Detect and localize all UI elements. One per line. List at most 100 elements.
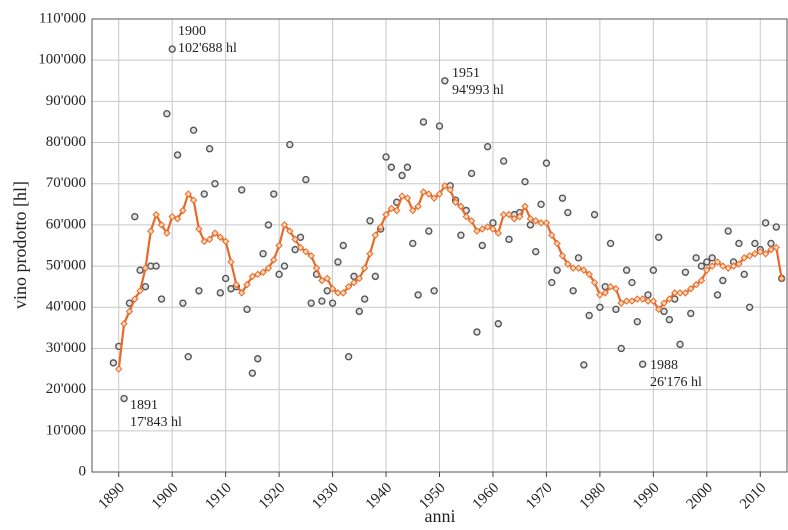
data-point (521, 177, 529, 186)
line-marker (649, 297, 658, 305)
line-marker (125, 307, 134, 316)
line-marker (173, 215, 182, 223)
line-marker (735, 260, 743, 268)
line-marker (115, 365, 123, 373)
data-point (761, 219, 770, 227)
data-point (248, 369, 257, 377)
data-point (163, 110, 171, 118)
data-point (692, 254, 700, 262)
line-marker (205, 235, 214, 244)
data-point (644, 291, 652, 299)
line-marker (494, 229, 503, 237)
data-point (344, 352, 353, 361)
line-marker (745, 252, 754, 260)
line-marker (633, 295, 642, 303)
y-tick-label: 60'000 (46, 216, 86, 232)
data-point (724, 227, 732, 235)
line-marker (163, 229, 171, 237)
line-marker (590, 278, 599, 287)
line-marker (323, 274, 331, 283)
y-tick-label: 50'000 (46, 258, 86, 274)
line-marker (612, 285, 620, 293)
data-point (703, 258, 711, 266)
line-marker (419, 188, 428, 196)
data-point (553, 266, 561, 274)
data-point (489, 219, 497, 227)
line-marker (644, 297, 652, 305)
data-point (157, 295, 166, 303)
data-point (548, 278, 556, 287)
data-point (211, 180, 219, 188)
line-marker (398, 192, 406, 200)
data-point (735, 239, 743, 248)
data-point (237, 186, 246, 194)
data-point (483, 142, 492, 151)
data-point (505, 235, 513, 244)
data-point (280, 262, 289, 270)
data-point (430, 287, 438, 295)
data-point (425, 227, 433, 235)
line-marker (270, 256, 278, 264)
line-marker (344, 282, 353, 291)
annotation: 1951 (452, 66, 480, 81)
line-marker (248, 272, 257, 281)
x-tick-label: 1900 (149, 480, 182, 513)
y-tick-label: 110'000 (39, 10, 86, 26)
data-point (473, 328, 481, 336)
line-marker (232, 280, 241, 289)
data-point (184, 352, 192, 361)
line-marker (777, 274, 786, 283)
x-tick-label: 1910 (202, 480, 235, 513)
line-marker (302, 247, 310, 256)
x-tick-label: 1890 (95, 480, 128, 513)
line-marker (585, 270, 593, 279)
line-marker (697, 276, 706, 285)
data-point (435, 122, 444, 130)
data-point (360, 295, 369, 303)
data-point (398, 171, 406, 180)
line-marker (467, 217, 476, 225)
line-marker (558, 252, 567, 260)
y-tick-label: 10'000 (46, 422, 86, 438)
data-point (494, 320, 503, 328)
line-marker (291, 235, 299, 244)
line-marker (200, 237, 208, 246)
x-axis-label: anni (425, 506, 456, 526)
data-point (537, 200, 545, 209)
line-marker (334, 289, 342, 297)
data-point (179, 299, 187, 307)
line-marker (761, 250, 770, 258)
line-marker (393, 206, 401, 215)
line-marker (120, 320, 128, 328)
line-marker (687, 285, 695, 293)
data-point (205, 145, 214, 153)
x-tick-label: 2000 (684, 480, 717, 513)
data-point (751, 239, 759, 248)
line-marker (403, 194, 412, 202)
data-point (307, 299, 315, 307)
data-point (708, 254, 716, 262)
data-point (216, 289, 225, 297)
data-point (264, 221, 273, 229)
line-marker (483, 223, 492, 231)
line-marker (654, 305, 663, 314)
line-marker (382, 210, 390, 219)
annotation: 1891 (130, 398, 158, 413)
data-point (681, 268, 690, 276)
data-point (612, 305, 620, 314)
data-point (740, 270, 748, 279)
line-marker (168, 212, 176, 221)
data-point (328, 299, 337, 307)
line-marker (580, 266, 588, 274)
line-marker (574, 264, 583, 272)
line-marker (254, 270, 262, 279)
line-marker (243, 280, 251, 289)
data-point (617, 344, 625, 353)
data-point (382, 153, 390, 161)
data-point (457, 231, 465, 239)
data-point (168, 45, 176, 53)
line-marker (131, 295, 139, 303)
data-point (526, 221, 535, 229)
data-point (665, 315, 674, 324)
line-marker (371, 231, 380, 239)
